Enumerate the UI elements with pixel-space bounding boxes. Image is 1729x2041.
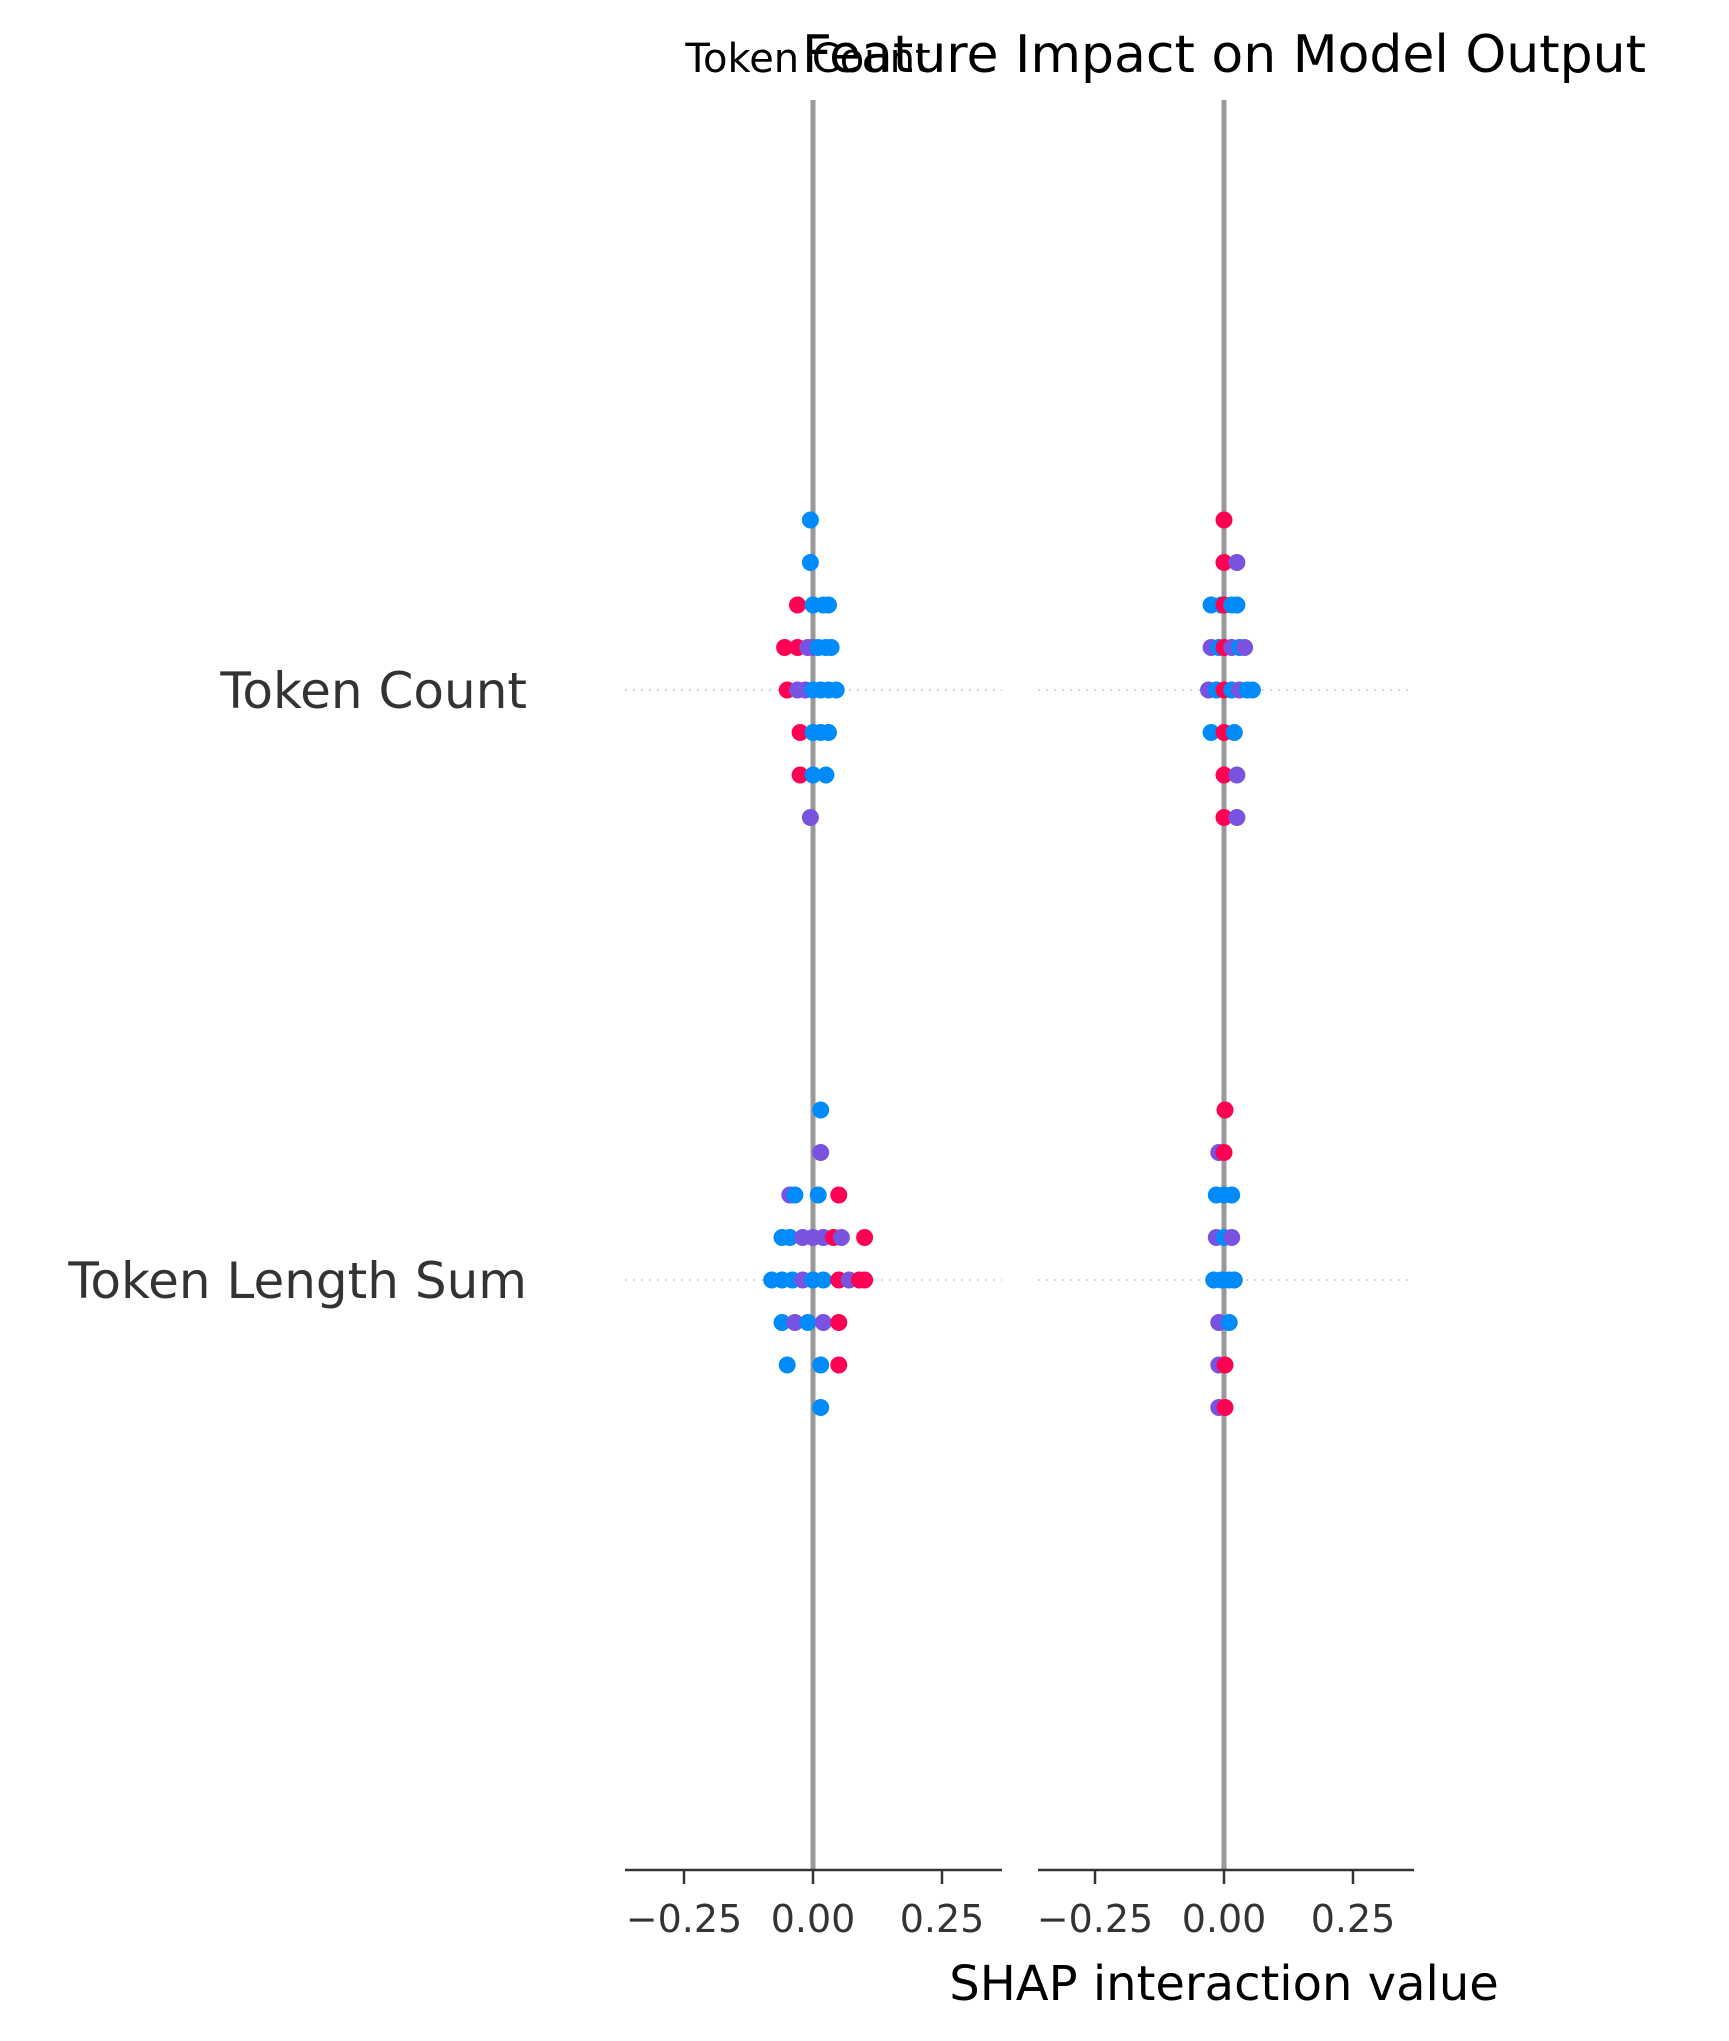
data-point <box>773 1314 791 1331</box>
data-point <box>1236 639 1254 656</box>
data-point <box>789 596 806 614</box>
data-point <box>1223 1186 1241 1204</box>
data-point <box>856 1271 874 1289</box>
data-point <box>820 596 837 614</box>
data-point <box>809 1186 827 1204</box>
data-point <box>820 724 837 741</box>
data-point <box>801 554 819 571</box>
data-point <box>817 766 835 784</box>
data-point <box>814 1314 832 1331</box>
data-point <box>778 1356 796 1374</box>
data-point <box>1215 766 1233 784</box>
data-point <box>812 1356 830 1374</box>
data-point <box>1225 724 1243 741</box>
data-point <box>801 809 819 826</box>
data-point <box>1220 1314 1238 1331</box>
data-point <box>814 1271 832 1289</box>
data-point <box>812 1101 830 1119</box>
data-point <box>786 1186 804 1204</box>
data-point <box>791 724 809 741</box>
x-tick-label: −0.25 <box>1037 1897 1153 1941</box>
data-point <box>812 1399 830 1416</box>
panels-layer: −0.25 0.00 0.25 −0.25 0.00 0.25 <box>625 100 1414 1941</box>
data-point <box>781 1229 799 1246</box>
data-point <box>776 639 794 656</box>
data-point <box>827 681 845 699</box>
data-point <box>804 766 822 784</box>
panel-1: −0.25 0.00 0.25 <box>625 100 1002 1941</box>
chart-title: Feature Impact on Model Output <box>802 25 1646 85</box>
data-point <box>791 766 809 784</box>
panel-2: −0.25 0.00 0.25 <box>1037 100 1414 1941</box>
data-point <box>1215 554 1233 571</box>
x-tick-label: −0.25 <box>626 1897 742 1941</box>
data-point <box>1228 554 1246 571</box>
data-point <box>856 1229 874 1246</box>
data-point <box>786 1314 804 1331</box>
data-point <box>830 1186 848 1204</box>
data-point <box>1228 596 1246 614</box>
data-point <box>1215 1144 1233 1161</box>
data-point <box>1223 1229 1241 1246</box>
feature-label-token-length-sum: Token Length Sum <box>67 1252 527 1310</box>
data-point <box>822 639 840 656</box>
data-point <box>1202 724 1220 741</box>
data-point <box>1228 766 1246 784</box>
panel-1-subtitle: Token Count <box>684 36 930 82</box>
data-point <box>1243 681 1261 699</box>
feature-label-token-count: Token Count <box>219 662 527 720</box>
data-point <box>799 1314 817 1331</box>
data-point <box>1225 1271 1243 1289</box>
data-point <box>801 511 819 529</box>
x-tick-label: 0.00 <box>771 1897 856 1941</box>
data-point <box>1228 809 1246 826</box>
data-point <box>1215 511 1233 529</box>
x-tick-label: 0.25 <box>900 1897 985 1941</box>
x-tick-label: 0.25 <box>1311 1897 1396 1941</box>
data-point <box>830 1356 848 1374</box>
x-tick-label: 0.00 <box>1182 1897 1267 1941</box>
data-point <box>1216 1356 1234 1374</box>
data-point <box>832 1229 850 1246</box>
data-point <box>812 1144 830 1161</box>
data-point <box>1216 1399 1234 1416</box>
x-axis-label: SHAP interaction value <box>949 1956 1499 2012</box>
data-point <box>830 1314 848 1331</box>
data-point <box>1216 1101 1234 1119</box>
data-point <box>1215 809 1233 826</box>
